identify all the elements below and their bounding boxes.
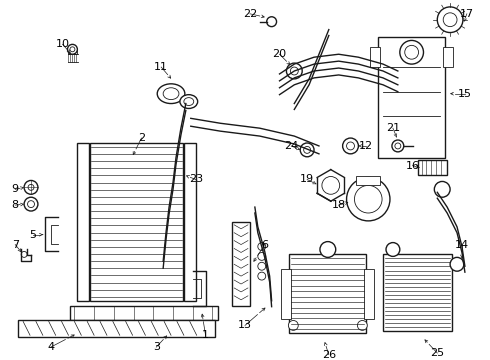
Bar xyxy=(443,47,453,67)
Bar xyxy=(370,47,380,67)
Text: 10: 10 xyxy=(55,39,70,49)
Ellipse shape xyxy=(163,88,179,100)
Bar xyxy=(378,37,445,158)
Text: 14: 14 xyxy=(455,239,469,249)
Bar xyxy=(383,255,452,331)
Bar xyxy=(417,160,447,175)
Ellipse shape xyxy=(180,95,197,108)
Text: 21: 21 xyxy=(386,123,400,133)
Text: 1: 1 xyxy=(202,330,209,340)
Circle shape xyxy=(267,17,276,27)
Bar xyxy=(18,320,216,337)
Text: 11: 11 xyxy=(154,62,168,72)
Circle shape xyxy=(24,197,38,211)
Circle shape xyxy=(400,40,423,64)
Circle shape xyxy=(258,252,266,260)
Text: 19: 19 xyxy=(300,175,314,184)
Text: 15: 15 xyxy=(458,89,472,99)
Ellipse shape xyxy=(184,98,194,105)
Circle shape xyxy=(320,242,336,257)
Text: 9: 9 xyxy=(12,184,19,194)
Text: 8: 8 xyxy=(12,200,19,210)
Text: 17: 17 xyxy=(460,9,474,19)
Circle shape xyxy=(287,63,302,79)
Circle shape xyxy=(258,243,266,251)
Circle shape xyxy=(392,140,404,152)
Bar xyxy=(90,143,183,301)
Circle shape xyxy=(343,138,358,154)
Circle shape xyxy=(24,180,38,194)
Bar xyxy=(365,269,374,319)
Ellipse shape xyxy=(157,84,185,104)
Bar xyxy=(71,306,219,320)
Circle shape xyxy=(354,185,382,213)
Circle shape xyxy=(70,47,75,52)
Circle shape xyxy=(395,143,401,149)
Text: 5: 5 xyxy=(29,230,36,240)
Text: 22: 22 xyxy=(243,9,257,19)
Circle shape xyxy=(289,320,298,330)
Text: 7: 7 xyxy=(12,239,19,249)
Bar xyxy=(184,143,196,301)
Circle shape xyxy=(258,262,266,270)
Circle shape xyxy=(68,44,77,54)
Bar xyxy=(281,269,292,319)
Circle shape xyxy=(291,67,298,75)
Text: 12: 12 xyxy=(359,141,373,151)
Circle shape xyxy=(357,320,368,330)
Circle shape xyxy=(434,181,450,197)
Circle shape xyxy=(28,184,34,190)
Text: 2: 2 xyxy=(138,133,145,143)
Text: 18: 18 xyxy=(332,200,346,210)
Circle shape xyxy=(258,272,266,280)
Text: 25: 25 xyxy=(430,348,444,358)
Circle shape xyxy=(405,45,418,59)
Text: 3: 3 xyxy=(153,342,160,352)
Circle shape xyxy=(450,257,464,271)
Circle shape xyxy=(21,251,27,257)
Text: 16: 16 xyxy=(406,161,419,171)
Text: 4: 4 xyxy=(47,342,54,352)
Bar xyxy=(290,255,367,333)
Bar xyxy=(68,49,77,54)
Text: 24: 24 xyxy=(284,141,298,151)
Bar xyxy=(356,176,380,185)
Circle shape xyxy=(304,147,311,153)
Circle shape xyxy=(437,7,463,32)
Bar xyxy=(232,222,250,306)
Text: 20: 20 xyxy=(272,49,287,59)
Circle shape xyxy=(346,142,354,150)
Circle shape xyxy=(322,176,340,194)
Text: 6: 6 xyxy=(261,239,268,249)
Bar xyxy=(77,143,89,301)
Circle shape xyxy=(27,201,34,208)
Circle shape xyxy=(300,143,314,157)
Text: 26: 26 xyxy=(322,350,336,360)
Circle shape xyxy=(443,13,457,27)
Circle shape xyxy=(386,243,400,256)
Circle shape xyxy=(346,177,390,221)
Text: 23: 23 xyxy=(189,175,203,184)
Text: 13: 13 xyxy=(238,320,252,330)
